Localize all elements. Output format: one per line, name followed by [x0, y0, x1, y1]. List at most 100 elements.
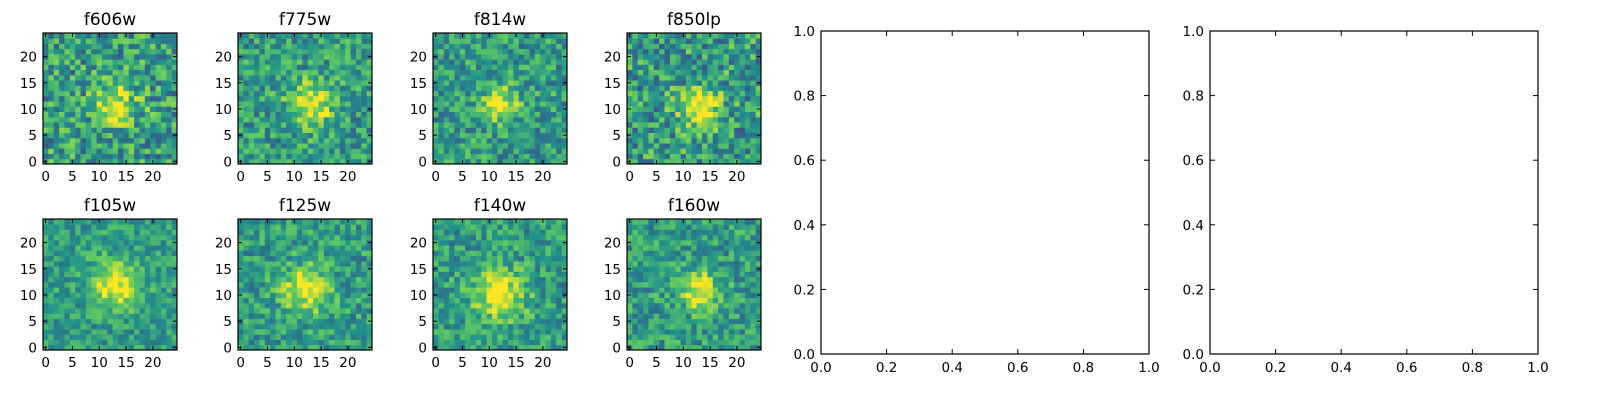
heatmap-cell: [728, 69, 735, 76]
heatmap-cell: [85, 158, 92, 165]
heatmap-cell: [491, 276, 498, 283]
heatmap-cell: [718, 95, 724, 102]
heatmap-cell: [123, 101, 130, 107]
heatmap-cell: [550, 43, 557, 50]
heatmap-cell: [664, 318, 671, 325]
heatmap-cell: [443, 266, 450, 272]
heatmap-cell: [438, 111, 445, 118]
heatmap-cell: [669, 116, 676, 123]
heatmap-cell: [755, 69, 762, 76]
heatmap-cell: [508, 229, 514, 236]
heatmap-cell: [150, 276, 156, 283]
heatmap-cell: [59, 339, 65, 346]
heatmap-cell: [637, 137, 644, 144]
heatmap-cell: [48, 158, 55, 165]
heatmap-cell: [508, 287, 514, 293]
heatmap-cell: [361, 153, 368, 160]
heatmap-cell: [723, 33, 730, 39]
heatmap-cell: [96, 59, 103, 65]
heatmap-cell: [545, 287, 552, 293]
heatmap-cell: [128, 297, 135, 304]
heatmap-cell: [659, 59, 665, 65]
heatmap-cell: [534, 43, 541, 50]
heatmap-cell: [307, 334, 314, 340]
heatmap-cell: [64, 339, 71, 346]
heatmap-cell: [491, 302, 498, 309]
heatmap-cell: [513, 85, 520, 92]
x-tick-label: 15: [117, 169, 134, 185]
heatmap-cell: [339, 245, 346, 251]
y-tick-label: 5: [223, 128, 232, 144]
heatmap-cell: [243, 219, 250, 225]
heatmap-cell: [350, 266, 357, 272]
heatmap-cell: [118, 224, 124, 230]
heatmap-cell: [696, 122, 703, 128]
heatmap-cell: [48, 297, 55, 304]
heatmap-cell: [550, 143, 557, 149]
heatmap-cell: [166, 245, 173, 251]
heatmap-cell: [275, 219, 282, 225]
heatmap-cell: [556, 153, 563, 160]
heatmap-cell: [307, 74, 314, 81]
heatmap-cell: [101, 74, 108, 81]
heatmap-cell: [291, 148, 298, 154]
heatmap-cell: [144, 318, 151, 325]
heatmap-cell: [653, 308, 660, 314]
heatmap-cell: [134, 334, 140, 340]
heatmap-cell: [302, 137, 309, 144]
heatmap-cell: [291, 271, 298, 278]
heatmap-cell: [275, 33, 282, 39]
heatmap-cell: [59, 148, 65, 154]
heatmap-cell: [59, 255, 65, 262]
heatmap-cell: [259, 158, 266, 165]
heatmap-cell: [112, 297, 119, 304]
heatmap-cell: [134, 80, 140, 86]
heatmap-cell: [659, 116, 665, 123]
heatmap-cell: [540, 250, 546, 257]
heatmap-cell: [669, 111, 676, 118]
heatmap-cell: [728, 127, 735, 133]
heatmap-cell: [486, 74, 493, 81]
heatmap-cell: [534, 334, 541, 340]
heatmap-cell: [550, 318, 557, 325]
heatmap-cell: [270, 64, 276, 71]
heatmap-cell: [128, 219, 135, 225]
heatmap-cell: [508, 297, 514, 304]
heatmap-cell: [286, 143, 292, 149]
heatmap-cell: [659, 323, 665, 330]
heatmap-cell: [345, 224, 351, 230]
heatmap-cell: [291, 255, 298, 262]
heatmap-cell: [691, 137, 698, 144]
heatmap-cell: [307, 239, 314, 246]
heatmap-cell: [155, 106, 162, 112]
heatmap-cell: [243, 132, 250, 139]
heatmap-cell: [637, 287, 644, 293]
heatmap-cell: [291, 106, 298, 112]
heatmap-cell: [449, 95, 455, 102]
heatmap-cell: [345, 143, 351, 149]
heatmap-cell: [128, 95, 135, 102]
heatmap-cell: [150, 69, 156, 76]
heatmap-cell: [707, 116, 714, 123]
heatmap-cell: [470, 266, 477, 272]
heatmap-cell: [475, 313, 482, 319]
heatmap-cell: [339, 85, 346, 92]
x-tick-label: 20: [534, 169, 551, 185]
heatmap-cell: [739, 323, 746, 330]
heatmap-cell: [248, 245, 255, 251]
heatmap-cell: [680, 64, 687, 71]
heatmap-cell: [481, 74, 487, 81]
heatmap-cell: [691, 158, 698, 165]
heatmap-cell: [550, 313, 557, 319]
heatmap-cell: [80, 43, 87, 50]
heatmap-cell: [534, 234, 541, 241]
heatmap-cell: [160, 90, 167, 97]
heatmap-cell: [171, 323, 178, 330]
heatmap-cell: [443, 101, 450, 107]
heatmap-cell: [502, 127, 509, 133]
heatmap-cell: [508, 250, 514, 257]
heatmap-cell: [243, 281, 250, 288]
heatmap-cell: [755, 308, 762, 314]
heatmap-cell: [134, 329, 140, 335]
heatmap-cell: [750, 106, 757, 112]
